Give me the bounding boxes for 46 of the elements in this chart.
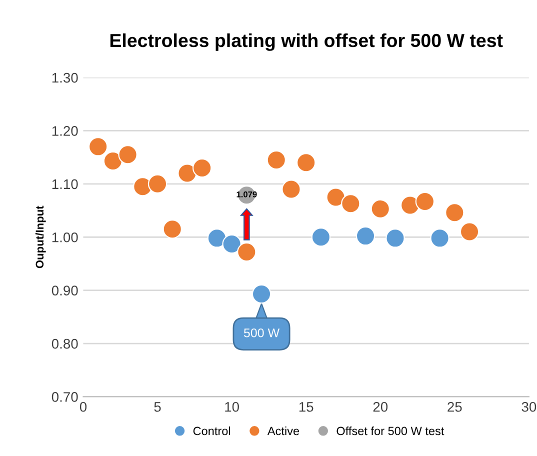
y-tick-label: 0.80 (52, 338, 78, 349)
point (178, 164, 197, 183)
x-tick-label: 0 (80, 402, 87, 412)
x-tick-label: 20 (373, 402, 388, 412)
point (252, 284, 272, 304)
point (237, 242, 256, 262)
point (311, 228, 331, 247)
y-tick-label: 0.90 (52, 286, 78, 296)
legend-label: Control (193, 426, 230, 436)
legend-label: Active (267, 426, 300, 436)
data-label: 1.079 (236, 191, 257, 198)
x-tick-label: 15 (299, 402, 314, 412)
point (192, 158, 212, 178)
y-tick-label: 1.20 (52, 126, 78, 136)
point (207, 228, 227, 248)
x-tick-label: 10 (225, 402, 239, 412)
point (415, 192, 435, 212)
legend-label: Offset for 500 W test (336, 426, 444, 436)
point (400, 196, 420, 215)
point (148, 174, 168, 194)
y-tick-label: 0.70 (52, 392, 78, 402)
point (118, 145, 138, 164)
point (356, 226, 376, 246)
chart-title: Electroless plating with offset for 500 W test (110, 33, 503, 51)
point (282, 180, 301, 199)
point (103, 151, 123, 171)
point (326, 188, 346, 207)
point (222, 234, 242, 254)
x-tick-label: 25 (448, 402, 462, 412)
point (460, 222, 480, 242)
y-tick-label: 1.00 (52, 232, 78, 242)
point (296, 153, 316, 172)
x-tick-label: 30 (522, 402, 536, 412)
y-tick-label: 1.30 (52, 72, 78, 83)
y-axis-title: Ouput/Input (35, 206, 46, 268)
point (370, 199, 390, 219)
point (341, 194, 360, 214)
point (266, 150, 286, 170)
x-tick-label: 5 (154, 402, 161, 412)
point (88, 137, 108, 156)
point (386, 228, 405, 248)
annotation: 500 W (244, 328, 280, 338)
point (430, 228, 450, 248)
y-tick-label: 1.10 (52, 179, 78, 190)
point (445, 203, 464, 222)
point (162, 220, 182, 239)
